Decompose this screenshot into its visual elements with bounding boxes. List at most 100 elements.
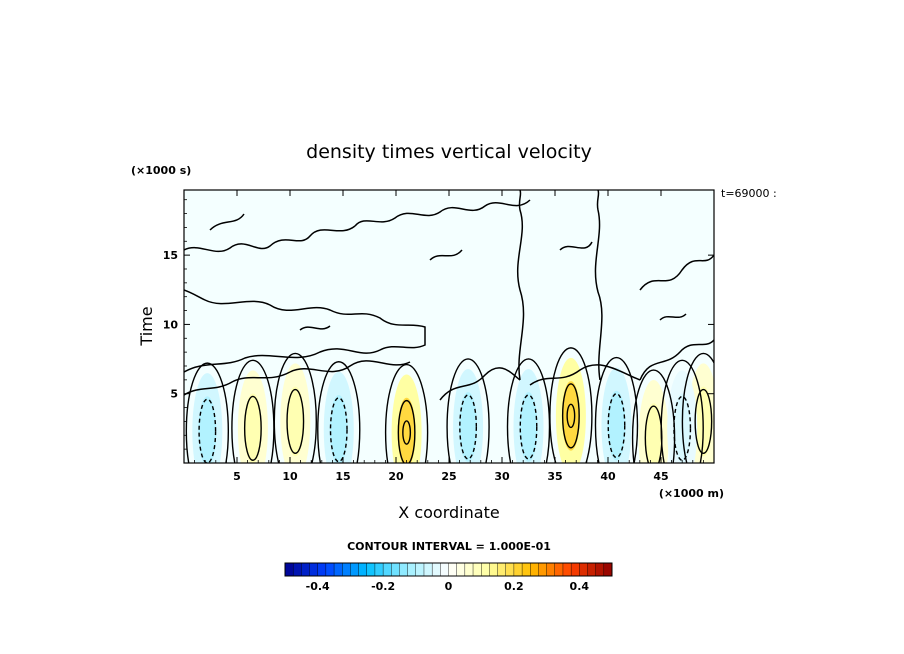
cell-level-contour [198,398,217,463]
zero-contour [184,371,291,396]
zero-contour [354,199,531,227]
cell-core [397,397,416,463]
y-axis-label: Time [137,306,156,346]
colorbar-swatch [309,562,319,577]
cell-level-contour [243,395,262,461]
cell-level-contour [561,383,580,449]
cell-zero-contour [273,352,317,463]
x-tick-label: 40 [600,470,616,483]
colorbar-swatch [415,562,425,577]
colorbar-swatch [562,562,572,577]
colorbar-swatch [358,562,368,577]
x-tick-label: 20 [388,470,404,483]
zero-contour [529,364,641,386]
colorbar-swatch [587,562,597,577]
colorbar-frame [284,562,613,577]
colorbar-swatch [366,562,376,577]
cell-peak-contour [566,403,576,429]
colorbar-swatch [521,562,531,577]
colorbar-swatch [464,562,474,577]
x-tick-label: 25 [441,470,456,483]
colorbar-swatch [292,562,302,577]
colorbar-tick-label: -0.4 [306,580,330,593]
x-tick-label: 10 [282,470,298,483]
cell-level-contour [673,395,692,461]
cell-zero-contour [384,363,429,463]
zero-contour [516,190,525,381]
colorbar-swatch [579,562,588,577]
colorbar-swatch [603,562,613,577]
colorbar-tick-label: 0.4 [570,580,590,593]
contour-interval-label: CONTOUR INTERVAL = 1.000E-01 [347,540,551,553]
chart-title: density times vertical velocity [306,141,592,163]
colorbar-swatch [538,562,548,577]
colorbar-swatch [554,562,564,577]
colorbar-ticks: -0.4 -0.2 0 0.2 0.4 [306,580,590,593]
cell-zero-contour [317,361,361,463]
colorbar-swatch [546,562,556,577]
colorbar-tick-label: -0.2 [371,580,395,593]
cell-core [198,396,217,463]
cell-zero-contour [681,352,714,463]
cell-zero-contour [506,358,551,463]
colorbar-swatch [448,562,458,577]
time-label: t=69000 : [721,187,777,200]
colorbar-swatch [481,562,490,577]
cell-core [286,386,305,457]
zero-contours [184,190,714,401]
colorbar [284,562,613,577]
cell-zero-contour [660,359,704,463]
colorbar-swatch [350,562,360,577]
colorbar-swatch [440,562,450,577]
zero-contour [639,254,714,291]
colorbar-swatch [301,562,311,577]
colorbar-swatch [570,562,580,577]
y-tick-label: 15 [163,249,178,262]
colorbar-tick-label: 0.2 [504,580,524,593]
zero-contour [184,289,426,373]
cell-core [243,393,262,463]
cell-level-contour [459,394,478,460]
cell-contours [185,347,714,463]
colorbar-swatch [489,562,499,577]
colorbar-swatch [595,562,605,577]
colorbar-swatch [391,562,400,577]
cell-core [329,394,348,463]
zero-contour [439,367,521,401]
colorbar-swatch [431,562,441,577]
cell-level-contour [519,394,538,460]
cell-zero-contour [446,358,490,463]
x-tick-label: 45 [653,470,668,483]
x-tick-label: 5 [233,470,241,483]
colorbar-swatch [497,562,507,577]
cell-core [644,403,663,463]
cell-level-contour [397,399,416,463]
cell-level-contour [694,388,713,455]
zero-contour [184,225,356,253]
cell-zero-contour [594,356,639,463]
colorbar-swatch [530,562,539,577]
plot-area [183,189,715,464]
colorbar-tick-label: 0 [445,580,453,593]
colorbar-swatch [423,562,433,577]
zero-contour [639,339,714,381]
colorbar-swatch [284,562,294,577]
x-axis-units: (×1000 m) [659,487,724,500]
zero-contour [659,313,687,321]
cell-core [561,381,580,451]
cell-zero-contour [185,362,230,463]
cell-core [459,392,478,462]
colorbar-swatch [325,562,335,577]
colorbar-swatch [456,562,466,577]
colorbar-swatch [333,562,343,577]
x-tick-label: 30 [494,470,510,483]
colorbar-swatch [382,562,392,577]
cell-level-contour [329,397,348,463]
x-tick-label: 15 [335,470,350,483]
x-axis-label: X coordinate [398,503,499,522]
y-tick-label: 5 [170,388,178,401]
colorbar-swatch [472,562,482,577]
zero-contour [594,190,603,381]
cell-peak-contour [402,420,412,445]
